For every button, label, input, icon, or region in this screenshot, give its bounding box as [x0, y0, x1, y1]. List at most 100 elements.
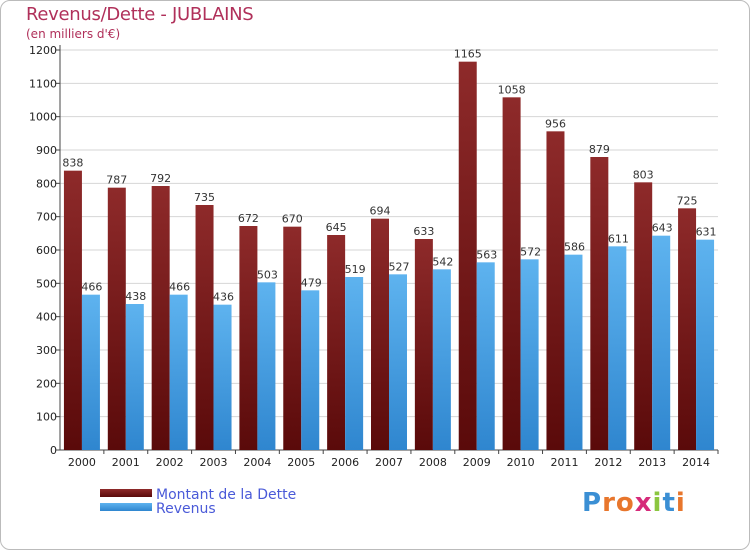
- x-tick-label: 2009: [463, 456, 491, 469]
- value-label: 466: [169, 281, 190, 294]
- bar-revenus: [257, 282, 276, 450]
- logo-letter: t: [662, 488, 676, 518]
- value-label: 519: [345, 263, 366, 276]
- bar-revenus: [564, 254, 583, 450]
- x-tick-label: 2011: [550, 456, 578, 469]
- legend-swatch: [100, 489, 152, 497]
- value-label: 879: [589, 143, 610, 156]
- legend-swatch: [100, 503, 152, 511]
- bar-dette: [634, 182, 653, 451]
- value-label: 787: [106, 174, 127, 187]
- logo-letter: i: [652, 488, 663, 518]
- x-tick-label: 2014: [682, 456, 710, 469]
- value-label: 956: [545, 117, 566, 130]
- y-tick-label: 0: [50, 444, 57, 457]
- y-tick-label: 100: [36, 411, 57, 424]
- y-tick-label: 1200: [29, 44, 57, 57]
- logo-letter: r: [602, 488, 616, 518]
- value-label: 631: [696, 226, 717, 239]
- logo-letter: i: [675, 488, 686, 518]
- y-tick-label: 200: [36, 377, 57, 390]
- y-tick-label: 1100: [29, 77, 57, 90]
- value-label: 1165: [454, 48, 482, 61]
- bar-dette: [414, 239, 433, 450]
- proxiti-logo: Proxiti: [582, 488, 686, 518]
- x-tick-label: 2008: [419, 456, 447, 469]
- y-tick-label: 800: [36, 177, 57, 190]
- value-label: 611: [608, 232, 629, 245]
- bar-revenus: [345, 277, 364, 450]
- value-label: 542: [432, 255, 453, 268]
- bar-dette: [371, 218, 389, 450]
- value-label: 694: [370, 205, 391, 218]
- x-tick-label: 2005: [287, 456, 315, 469]
- bar-revenus: [169, 294, 188, 450]
- bar-revenus: [476, 262, 495, 450]
- value-label: 572: [520, 245, 541, 258]
- bar-revenus: [652, 235, 671, 450]
- bar-dette: [195, 205, 214, 450]
- value-label: 838: [62, 157, 83, 170]
- legend-label: Revenus: [156, 501, 216, 517]
- bar-revenus: [432, 269, 451, 450]
- chart-subtitle: (en milliers d'€): [26, 27, 121, 41]
- bar-revenus: [81, 294, 100, 450]
- value-label: 672: [238, 212, 259, 225]
- bar-revenus: [608, 246, 627, 450]
- x-tick-label: 2012: [594, 456, 622, 469]
- value-label: 503: [257, 268, 278, 281]
- x-tick-label: 2001: [112, 456, 140, 469]
- chart-title: Revenus/Dette - JUBLAINS: [26, 4, 254, 25]
- bar-revenus: [520, 259, 539, 450]
- logo-letter: x: [634, 488, 653, 518]
- bar-revenus: [389, 274, 407, 450]
- value-label: 438: [125, 290, 146, 303]
- bar-dette: [151, 186, 170, 450]
- value-label: 586: [564, 241, 585, 254]
- y-tick-label: 1000: [29, 111, 57, 124]
- y-tick-label: 700: [36, 211, 57, 224]
- bar-dette: [107, 187, 126, 450]
- bar-dette: [678, 208, 697, 450]
- x-tick-label: 2002: [156, 456, 184, 469]
- logo-letter: o: [615, 488, 635, 518]
- bar-dette: [590, 157, 609, 450]
- y-tick-label: 300: [36, 344, 57, 357]
- value-label: 670: [282, 213, 303, 226]
- value-label: 563: [476, 248, 497, 261]
- value-label: 735: [194, 191, 215, 204]
- value-label: 527: [389, 260, 410, 273]
- value-label: 1058: [498, 83, 526, 96]
- value-label: 725: [677, 194, 698, 207]
- bar-revenus: [301, 290, 320, 450]
- x-tick-label: 2010: [507, 456, 535, 469]
- bar-dette: [458, 61, 477, 451]
- bar-dette: [546, 131, 565, 451]
- legend-label: Montant de la Dette: [156, 487, 296, 503]
- bar-dette: [502, 97, 521, 450]
- y-tick-label: 900: [36, 144, 57, 157]
- value-label: 479: [301, 276, 322, 289]
- value-label: 466: [81, 281, 102, 294]
- value-label: 633: [413, 225, 434, 238]
- logo-letter: P: [582, 488, 603, 518]
- bar-revenus: [696, 239, 715, 450]
- bar-revenus: [213, 304, 232, 450]
- value-label: 643: [652, 222, 673, 235]
- x-tick-label: 2003: [200, 456, 228, 469]
- bars: [63, 61, 715, 451]
- y-tick-label: 600: [36, 244, 57, 257]
- x-tick-label: 2007: [375, 456, 403, 469]
- x-tick-label: 2000: [68, 456, 96, 469]
- value-labels: 838 466 787 438 792 466 735 436 672 503 670 479 645 5…: [62, 48, 716, 304]
- x-tick-label: 2004: [243, 456, 271, 469]
- y-tick-label: 400: [36, 311, 57, 324]
- bar-dette: [239, 226, 258, 450]
- axes: 0 100 200 300 400 500 600 700 800 900 1000 1100 1200…: [29, 44, 719, 469]
- value-label: 792: [150, 172, 171, 185]
- bar-dette: [327, 235, 346, 450]
- value-label: 803: [633, 168, 654, 181]
- bar-revenus: [125, 304, 144, 450]
